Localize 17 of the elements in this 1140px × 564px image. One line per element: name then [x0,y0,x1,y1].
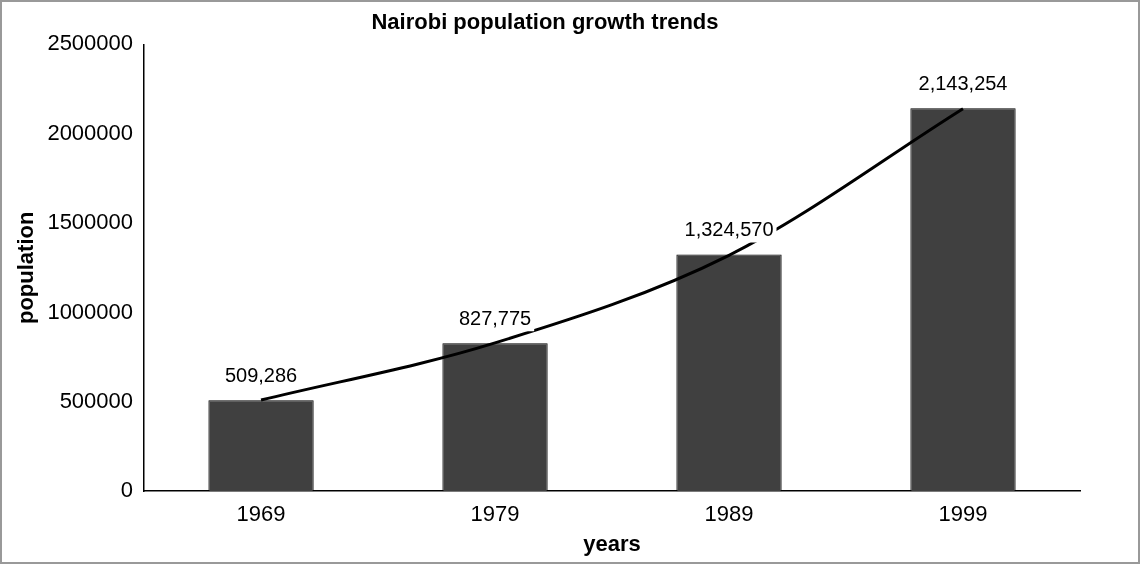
chart-title: Nairobi population growth trends [371,9,719,35]
x-tick-label: 1989 [704,501,754,527]
data-label: 509,286 [224,363,298,386]
x-axis-title: years [583,530,641,556]
y-tick-label: 500000 [59,387,134,413]
x-tick-label: 1969 [236,501,286,527]
y-tick-label: 1500000 [47,209,134,235]
y-tick-label: 0 [120,477,134,503]
y-tick-label: 2000000 [47,119,134,145]
y-tick-label: 1000000 [47,298,134,324]
y-axis-title: population [13,211,39,325]
data-label: 2,143,254 [918,71,1008,94]
data-label: 1,324,570 [684,217,774,240]
x-tick-label: 1979 [470,501,520,527]
x-tick-label: 1999 [938,501,988,527]
data-label: 827,775 [458,306,532,329]
y-tick-label: 2500000 [47,30,134,56]
